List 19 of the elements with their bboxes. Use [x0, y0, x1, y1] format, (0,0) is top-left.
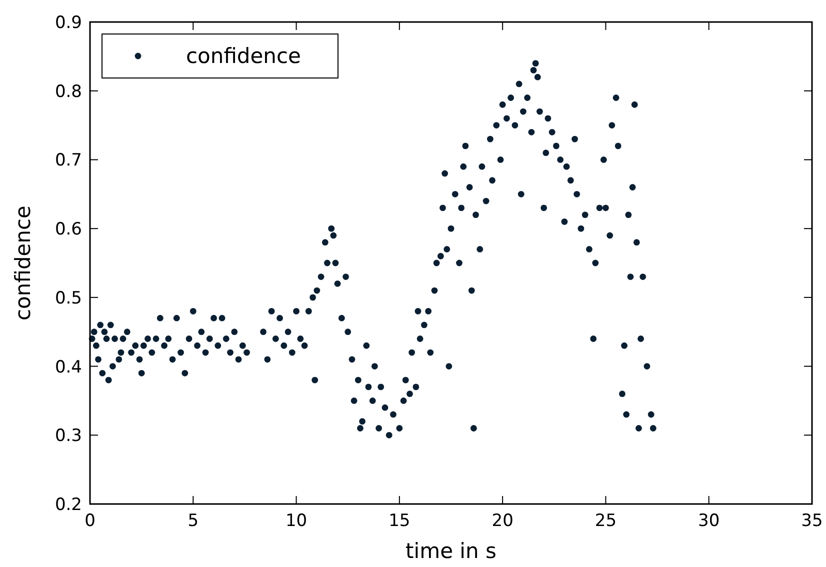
- x-tick-label: 10: [285, 511, 308, 531]
- x-tick-label: 20: [492, 511, 514, 531]
- y-tick-label: 0.4: [54, 357, 82, 378]
- x-tick-label: 25: [594, 511, 617, 531]
- y-tick-label: 0.3: [54, 426, 82, 446]
- x-tick-label: 30: [698, 511, 720, 531]
- y-tick-label: 0.5: [54, 288, 82, 308]
- y-tick-label: 0.8: [54, 82, 82, 102]
- y-axis-title: confidence: [11, 206, 35, 320]
- y-tick-label: 0.6: [54, 220, 82, 240]
- x-tick-label: 35: [801, 511, 823, 531]
- x-tick-label: 15: [388, 511, 410, 531]
- x-tick-label: 0: [84, 511, 96, 531]
- y-tick-label: 0.9: [54, 13, 82, 33]
- x-tick-label: 5: [188, 511, 199, 531]
- y-tick-label: 0.2: [54, 495, 82, 515]
- legend-label: confidence: [186, 44, 301, 68]
- x-axis-title: time in s: [406, 539, 496, 563]
- y-tick-label: 0.7: [54, 150, 82, 171]
